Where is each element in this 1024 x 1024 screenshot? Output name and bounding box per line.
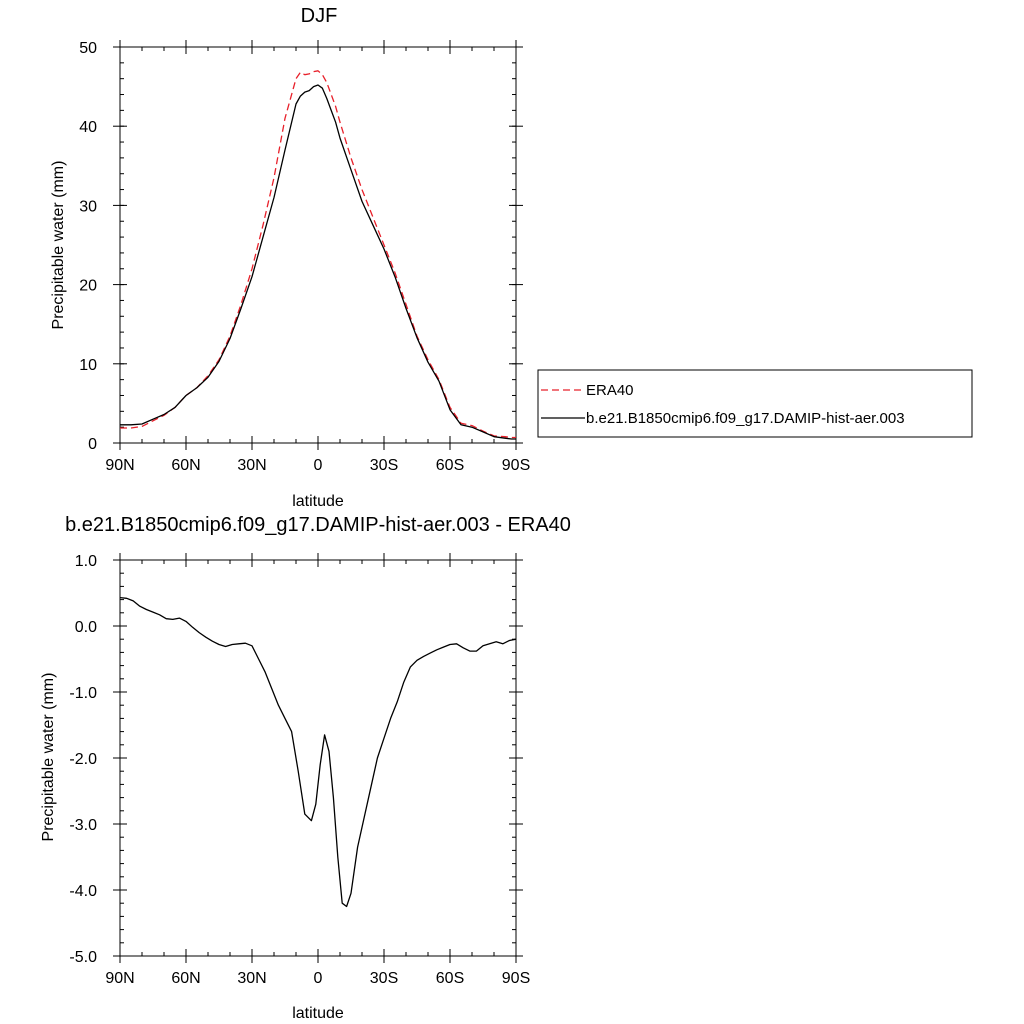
y-tick-label: 50 xyxy=(79,40,97,57)
x-tick-label: 60S xyxy=(436,457,464,474)
plot-frame xyxy=(119,559,517,957)
y-tick-label: 20 xyxy=(79,278,97,295)
y-tick-label: -3.0 xyxy=(69,817,97,834)
y-tick-label: -1.0 xyxy=(69,685,97,702)
x-tick-label: 30N xyxy=(237,457,266,474)
top-chart-panel: DJF Precipitable water (mm) latitude 90N… xyxy=(50,5,973,510)
y-tick-label: 1.0 xyxy=(75,553,97,570)
x-tick-label: 90N xyxy=(105,970,134,987)
x-tick-label: 90S xyxy=(502,970,530,987)
plot-frame xyxy=(119,46,517,444)
series-line-1 xyxy=(120,84,516,440)
bottom-chart-ylabel: Precipitable water (mm) xyxy=(40,673,57,842)
x-tick-label: 0 xyxy=(314,457,323,474)
bottom-chart-series xyxy=(119,596,517,908)
y-tick-label: 30 xyxy=(79,198,97,215)
bottom-chart-axes: 90N 60N 30N 0 30S 60S 90S 1.0 0.0 -1.0 -2.0 -3.0 -4.… xyxy=(69,553,530,987)
y-tick-label: 0 xyxy=(88,436,97,453)
top-chart-legend: ERA40 b.e21.B1850cmip6.f09_g17.DAMIP-his… xyxy=(537,369,973,438)
y-tick-label: 0.0 xyxy=(75,619,97,636)
x-tick-label: 60N xyxy=(171,970,200,987)
top-chart-ylabel: Precipitable water (mm) xyxy=(50,161,67,330)
bottom-chart-panel: b.e21.B1850cmip6.f09_g17.DAMIP-hist-aer.… xyxy=(40,514,571,1022)
y-tick-label: -5.0 xyxy=(69,949,97,966)
x-tick-label: 30N xyxy=(237,970,266,987)
top-chart-xlabel: latitude xyxy=(292,493,344,510)
top-chart-axes: 90N 60N 30N 0 30S 60S 90S 0 10 20 30 40 50 xyxy=(79,40,530,474)
y-tick-label: -2.0 xyxy=(69,751,97,768)
legend-box xyxy=(537,369,973,438)
top-chart-title: DJF xyxy=(301,5,338,27)
series-line-0 xyxy=(119,596,517,908)
x-tick-label: 90N xyxy=(105,457,134,474)
legend-label-era40: ERA40 xyxy=(586,382,634,399)
x-tick-label: 30S xyxy=(370,457,398,474)
bottom-chart-title: b.e21.B1850cmip6.f09_g17.DAMIP-hist-aer.… xyxy=(65,514,571,536)
legend-label-model: b.e21.B1850cmip6.f09_g17.DAMIP-hist-aer.… xyxy=(586,410,905,427)
x-tick-label: 30S xyxy=(370,970,398,987)
top-chart-series xyxy=(120,70,516,440)
bottom-chart-xlabel: latitude xyxy=(292,1005,344,1022)
y-tick-label: 40 xyxy=(79,119,97,136)
y-tick-label: -4.0 xyxy=(69,883,97,900)
x-tick-label: 0 xyxy=(314,970,323,987)
x-tick-label: 60S xyxy=(436,970,464,987)
series-line-0 xyxy=(120,70,516,439)
x-tick-label: 90S xyxy=(502,457,530,474)
x-tick-label: 60N xyxy=(171,457,200,474)
y-tick-label: 10 xyxy=(79,357,97,374)
